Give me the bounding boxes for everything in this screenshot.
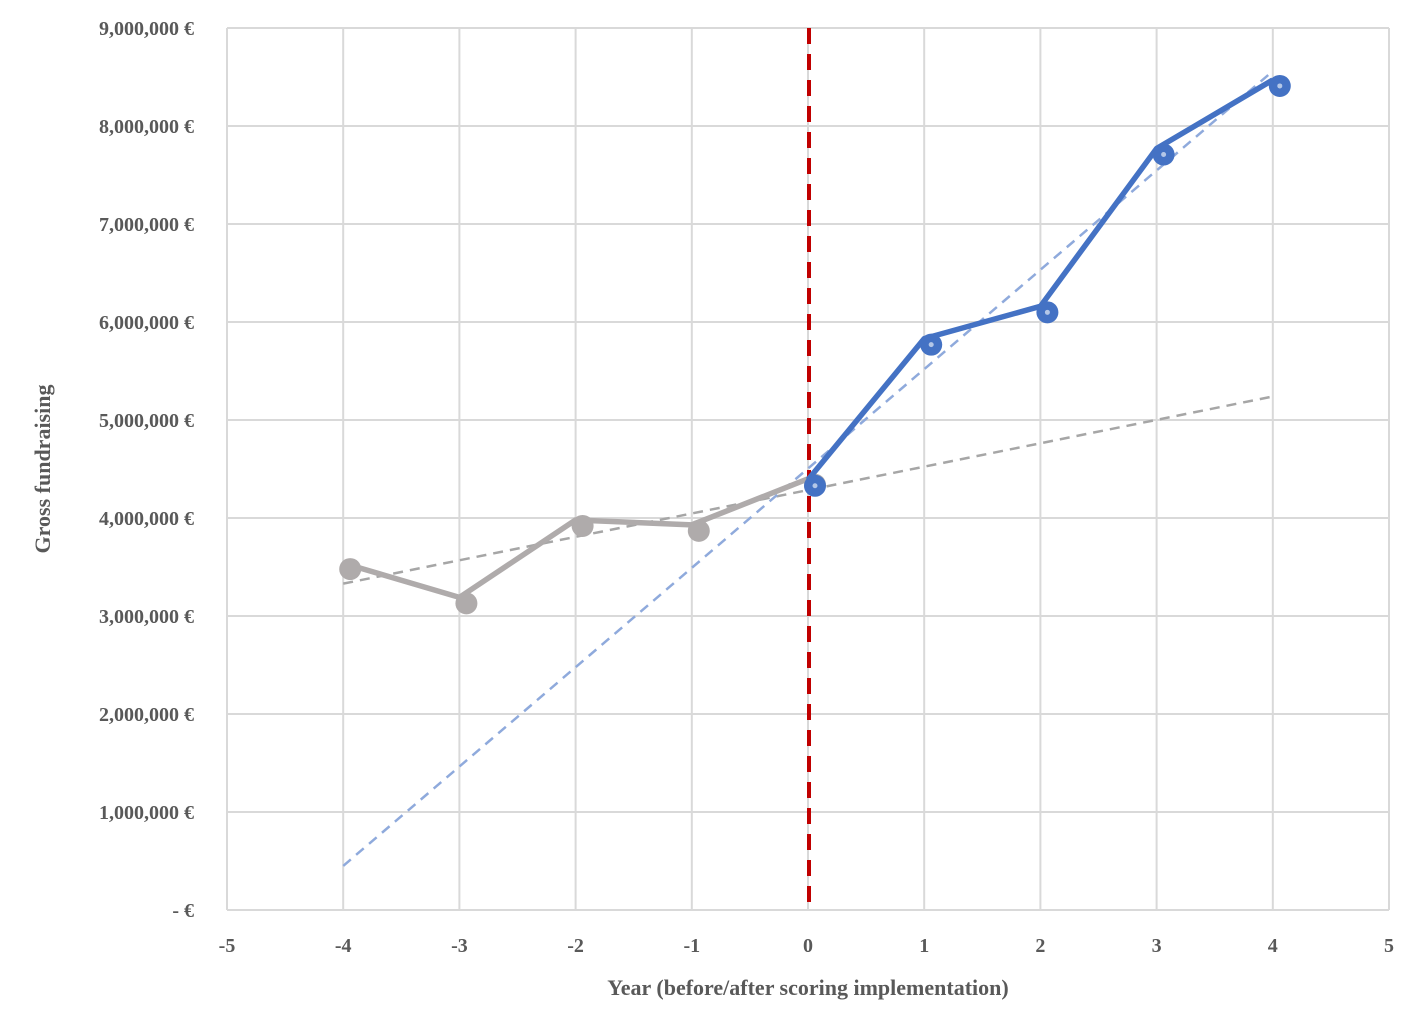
trendline bbox=[342, 395, 1274, 585]
data-point bbox=[339, 558, 362, 581]
y-tick-label: 6,000,000 € bbox=[99, 312, 194, 334]
x-tick-label: 2 bbox=[1035, 935, 1045, 957]
x-tick-label: 0 bbox=[803, 935, 813, 957]
data-point-center bbox=[1044, 309, 1050, 315]
x-tick-label: -2 bbox=[567, 935, 584, 957]
x-tick-label: -1 bbox=[683, 935, 700, 957]
data-point-center bbox=[1161, 152, 1167, 158]
y-tick-label: 2,000,000 € bbox=[99, 704, 194, 726]
x-tick-label: 4 bbox=[1268, 935, 1278, 957]
data-point bbox=[571, 514, 594, 537]
x-tick-label: -3 bbox=[451, 935, 468, 957]
y-tick-label: 8,000,000 € bbox=[99, 116, 194, 138]
y-tick-label: 7,000,000 € bbox=[99, 214, 194, 236]
x-tick-label: -5 bbox=[219, 935, 236, 957]
x-tick-label: 5 bbox=[1384, 935, 1394, 957]
data-point bbox=[687, 519, 710, 542]
x-tick-label: -4 bbox=[335, 935, 352, 957]
data-point-center bbox=[1277, 83, 1283, 89]
data-point-center bbox=[812, 483, 818, 489]
y-tick-label: - € bbox=[172, 900, 194, 922]
data-point-center bbox=[928, 342, 934, 348]
series bbox=[339, 74, 1291, 615]
y-tick-label: 1,000,000 € bbox=[99, 802, 194, 824]
x-axis-ticks: -5 -4 -3 -2 -1 0 1 2 3 4 5 bbox=[219, 935, 1394, 957]
x-axis-label: Year (before/after scoring implementatio… bbox=[607, 975, 1008, 1000]
x-tick-label: 3 bbox=[1152, 935, 1162, 957]
y-tick-label: 5,000,000 € bbox=[99, 410, 194, 432]
y-axis-ticks: - € 1,000,000 € 2,000,000 € 3,000,000 € 4,00… bbox=[99, 18, 194, 922]
data-point bbox=[455, 592, 478, 615]
y-tick-label: 3,000,000 € bbox=[99, 606, 194, 628]
trendlines bbox=[342, 70, 1274, 867]
y-axis-label: Gross fundraising bbox=[30, 385, 55, 554]
y-tick-label: 9,000,000 € bbox=[99, 18, 194, 40]
x-tick-label: 1 bbox=[919, 935, 929, 957]
y-tick-label: 4,000,000 € bbox=[99, 508, 194, 530]
